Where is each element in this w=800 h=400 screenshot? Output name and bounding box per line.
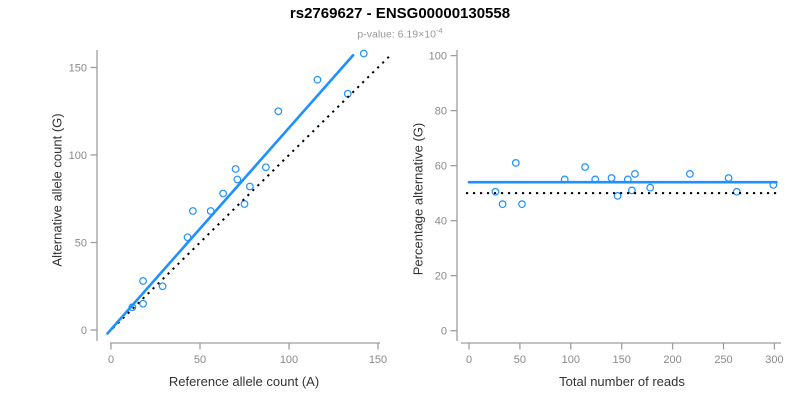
pvalue-text: p-value: 6.19×10 — [357, 28, 436, 41]
y-tick-label: 20 — [435, 270, 447, 282]
y-tick-label: 50 — [75, 237, 87, 249]
right-x-axis-title: Total number of reads — [559, 374, 685, 389]
left-y-axis-title: Alternative allele count (G) — [49, 113, 65, 267]
x-tick-label: 150 — [369, 354, 387, 366]
data-point — [158, 282, 167, 291]
data-point — [631, 169, 639, 178]
data-point — [686, 169, 694, 178]
x-tick-label: 100 — [280, 354, 298, 366]
data-point — [511, 158, 520, 167]
data-point — [359, 49, 368, 58]
data-point — [188, 207, 197, 215]
figure-subtitle: p-value: 6.19×10-4 — [0, 26, 800, 41]
data-point — [274, 107, 283, 116]
data-point — [139, 277, 147, 285]
data-point — [313, 75, 322, 84]
data-point — [724, 174, 733, 182]
data-point — [139, 299, 147, 308]
x-tick-label: 300 — [765, 354, 783, 366]
data-point — [240, 200, 249, 208]
data-point — [219, 189, 228, 198]
y-tick-label: 100 — [69, 150, 87, 162]
figure-title: rs2769627 - ENSG00000130558 — [289, 5, 511, 22]
y-tick-label: 100 — [429, 50, 447, 62]
data-point — [627, 186, 636, 195]
y-tick-label: 0 — [81, 325, 87, 337]
identity-line — [112, 54, 392, 329]
pvalue-exponent: -4 — [435, 26, 443, 35]
y-tick-label: 150 — [69, 62, 87, 74]
data-point — [491, 187, 500, 196]
x-tick-label: 200 — [663, 354, 681, 366]
data-point — [498, 200, 507, 209]
x-tick-label: 0 — [108, 354, 114, 366]
data-point — [518, 200, 526, 209]
right-y-axis-title: Percentage alternative (G) — [410, 122, 426, 276]
data-point — [233, 175, 242, 184]
data-point — [261, 163, 270, 172]
x-tick-label: 250 — [714, 354, 732, 366]
y-tick-label: 40 — [435, 215, 447, 227]
data-point — [607, 174, 616, 182]
x-tick-label: 50 — [194, 354, 206, 366]
left-x-axis-title: Reference allele count (A) — [168, 374, 320, 389]
data-point — [613, 192, 622, 200]
x-tick-label: 150 — [613, 354, 631, 366]
x-tick-label: 100 — [562, 354, 580, 366]
y-tick-label: 80 — [435, 105, 447, 117]
data-point — [231, 165, 240, 173]
x-tick-label: 0 — [466, 354, 472, 366]
fit-line — [106, 53, 355, 335]
y-tick-label: 0 — [441, 326, 447, 338]
data-point — [646, 183, 655, 192]
data-point — [245, 182, 254, 191]
data-point — [581, 163, 589, 171]
x-tick-label: 50 — [514, 354, 526, 366]
y-tick-label: 60 — [435, 160, 447, 172]
data-point — [732, 187, 741, 196]
